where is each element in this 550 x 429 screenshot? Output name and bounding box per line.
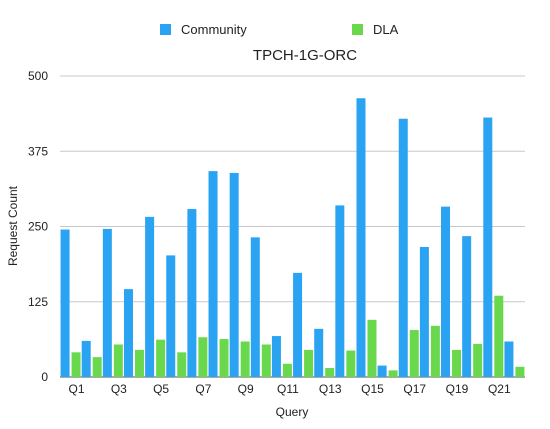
y-tick-label: 125 bbox=[28, 295, 48, 309]
bar-dla-q19 bbox=[452, 349, 462, 377]
bar-dla-q2 bbox=[92, 357, 102, 377]
x-axis-title: Query bbox=[276, 405, 309, 419]
bar-dla-q9 bbox=[240, 341, 250, 377]
x-axis-ticks: Q1 Q3 Q5 Q7 Q9 Q11 Q13 Q15 Q17 Q19 Q21 bbox=[69, 382, 511, 396]
bar-dla-q11 bbox=[282, 363, 292, 377]
bar-dla-q12 bbox=[304, 349, 314, 377]
bar-community-q4 bbox=[123, 289, 133, 377]
bar-dla-q18 bbox=[430, 325, 440, 377]
bar-community-q2 bbox=[81, 340, 91, 377]
bar-dla-q1 bbox=[71, 352, 81, 377]
bar-community-q19 bbox=[441, 206, 451, 377]
bar-community-q10 bbox=[250, 237, 260, 377]
chart-title: TPCH-1G-ORC bbox=[253, 47, 357, 64]
bar-dla-q21 bbox=[494, 295, 504, 377]
x-tick-label-q11: Q11 bbox=[277, 382, 299, 396]
x-tick-label-q15: Q15 bbox=[361, 382, 384, 396]
bar-community-q17 bbox=[398, 118, 408, 377]
bar-dla-q20 bbox=[473, 343, 483, 377]
bar-dla-q8 bbox=[219, 339, 229, 377]
bars bbox=[60, 98, 525, 378]
legend-label-community: Community bbox=[181, 22, 247, 37]
bar-community-q21 bbox=[483, 117, 493, 378]
bar-dla-q10 bbox=[261, 344, 271, 377]
bar-dla-q22 bbox=[515, 366, 525, 377]
bar-community-q1 bbox=[60, 229, 70, 377]
y-axis-title: Request Count bbox=[6, 185, 20, 266]
y-tick-label: 500 bbox=[28, 69, 48, 83]
bar-dla-q4 bbox=[134, 349, 144, 377]
x-tick-label-q19: Q19 bbox=[446, 382, 469, 396]
bar-community-q6 bbox=[166, 255, 176, 377]
bar-community-q5 bbox=[145, 216, 155, 377]
legend-label-dla: DLA bbox=[373, 22, 399, 37]
bar-community-q22 bbox=[504, 341, 514, 377]
bar-community-q16 bbox=[377, 365, 387, 377]
x-tick-label-q7: Q7 bbox=[195, 382, 211, 396]
bar-community-q12 bbox=[293, 272, 303, 377]
bar-community-q7 bbox=[187, 209, 197, 377]
bar-community-q9 bbox=[229, 172, 239, 377]
bar-community-q18 bbox=[419, 246, 429, 377]
x-tick-label-q1: Q1 bbox=[69, 382, 85, 396]
x-tick-label-q13: Q13 bbox=[319, 382, 342, 396]
x-tick-label-q5: Q5 bbox=[153, 382, 169, 396]
bar-community-q20 bbox=[462, 236, 472, 377]
y-tick-label: 375 bbox=[28, 144, 48, 158]
legend-swatch-dla bbox=[352, 24, 363, 35]
y-tick-label: 250 bbox=[28, 220, 48, 234]
y-axis-ticks: 0 125 250 375 500 bbox=[28, 69, 48, 384]
bar-dla-q15 bbox=[367, 319, 377, 377]
legend-item-community: Community bbox=[160, 22, 247, 37]
legend-swatch-community bbox=[160, 24, 171, 35]
bar-dla-q13 bbox=[325, 367, 335, 377]
bar-dla-q5 bbox=[156, 339, 166, 377]
bar-community-q11 bbox=[271, 336, 281, 377]
bar-community-q14 bbox=[335, 205, 345, 377]
x-tick-label-q21: Q21 bbox=[488, 382, 511, 396]
bar-community-q13 bbox=[314, 328, 324, 377]
x-tick-label-q9: Q9 bbox=[238, 382, 254, 396]
x-tick-label-q3: Q3 bbox=[111, 382, 127, 396]
bar-dla-q3 bbox=[113, 344, 123, 377]
bar-dla-q16 bbox=[388, 370, 398, 377]
bar-dla-q6 bbox=[177, 352, 187, 377]
bar-dla-q17 bbox=[409, 330, 419, 377]
bar-community-q3 bbox=[102, 228, 112, 377]
y-tick-label: 0 bbox=[41, 370, 48, 384]
legend-item-dla: DLA bbox=[352, 22, 398, 37]
bar-dla-q14 bbox=[346, 350, 356, 377]
bar-community-q8 bbox=[208, 171, 218, 377]
bar-community-q15 bbox=[356, 98, 366, 378]
bar-dla-q7 bbox=[198, 337, 208, 377]
x-tick-label-q17: Q17 bbox=[403, 382, 426, 396]
